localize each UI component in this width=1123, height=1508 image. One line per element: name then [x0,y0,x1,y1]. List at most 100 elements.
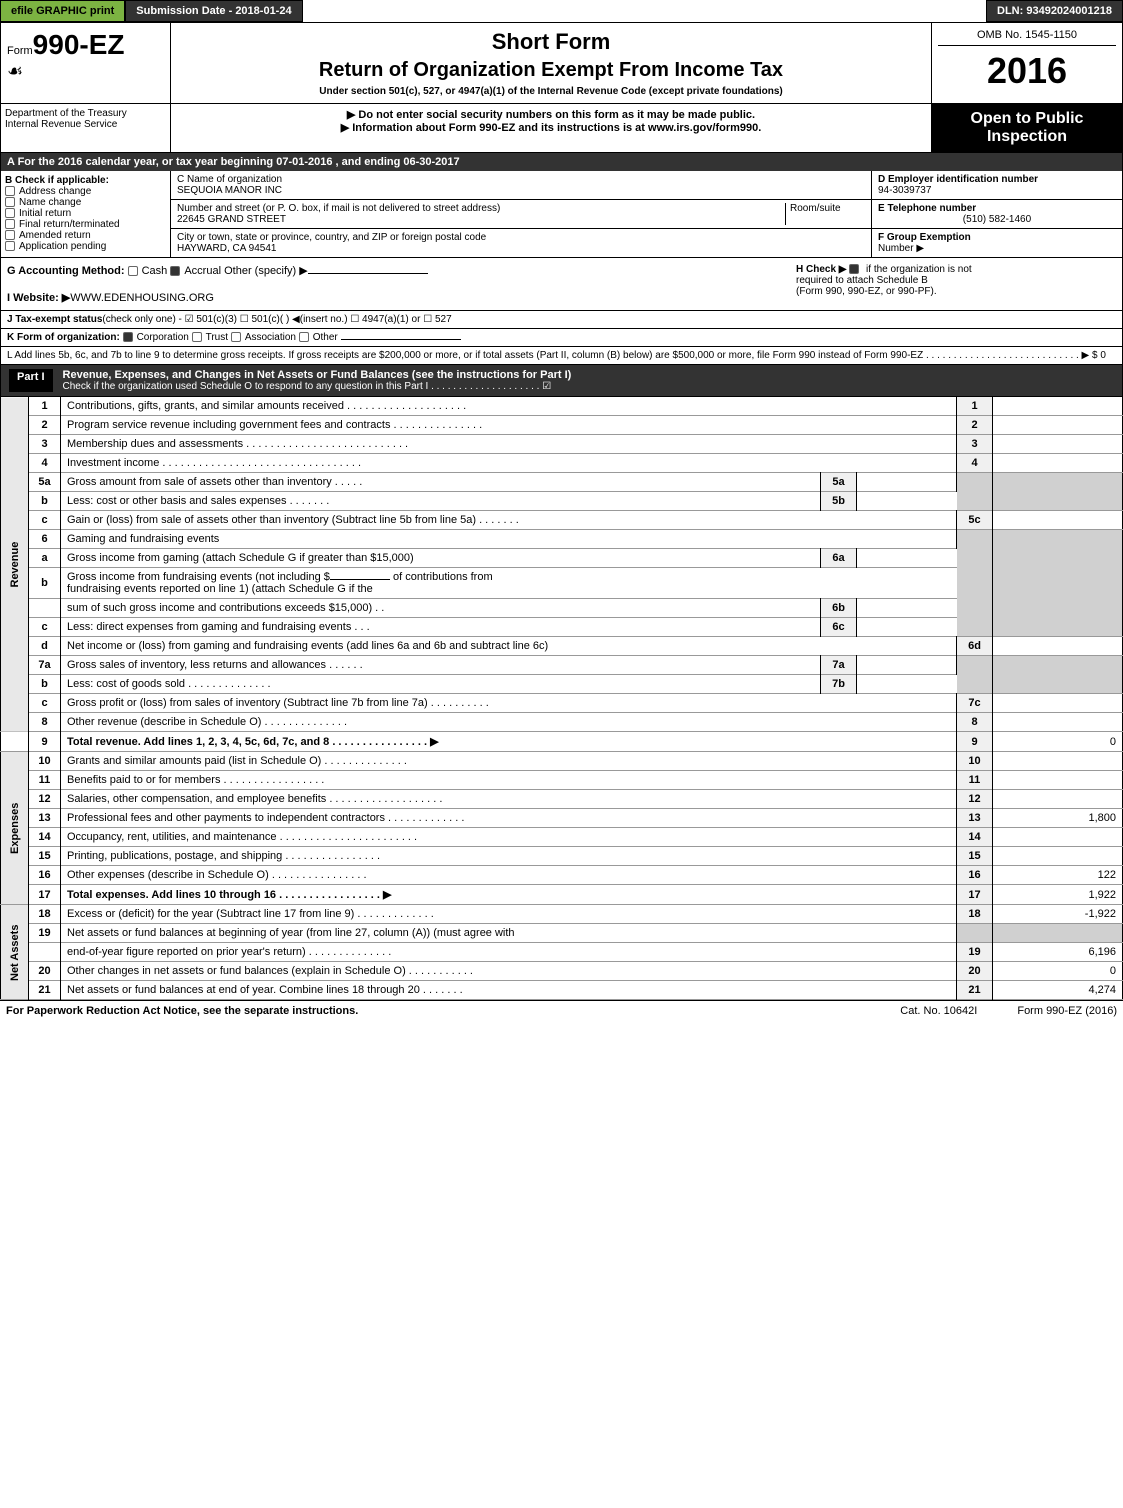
6b-amount-input[interactable] [330,579,390,580]
row-a-tax-year: A For the 2016 calendar year, or tax yea… [0,153,1123,171]
short-form-title: Short Form [177,29,925,55]
form-number: 990-EZ [33,29,125,60]
line-19b: end-of-year figure reported on prior yea… [1,943,1123,962]
footer-left: For Paperwork Reduction Act Notice, see … [6,1005,860,1017]
h-label: H Check ▶ [796,264,846,275]
irs-label: Internal Revenue Service [5,119,166,130]
group-row: F Group Exemption Number ▶ [872,229,1122,257]
chk-corp[interactable] [123,332,133,342]
revenue-sidelabel: Revenue [1,397,29,732]
tel-label: E Telephone number [878,203,1116,214]
part1-table: Revenue 1 Contributions, gifts, grants, … [0,397,1123,1000]
j-text: (check only one) - ☑ 501(c)(3) ☐ 501(c)(… [102,314,451,325]
line-6b: b Gross income from fundraising events (… [1,568,1123,599]
dln-label: DLN: 93492024001218 [986,0,1123,22]
line-1: Revenue 1 Contributions, gifts, grants, … [1,397,1123,416]
chk-accrual[interactable] [170,266,180,276]
line-9: 9 Total revenue. Add lines 1, 2, 3, 4, 5… [1,732,1123,752]
org-name-row: C Name of organization SEQUOIA MANOR INC [171,171,871,200]
top-bar: efile GRAPHIC print Submission Date - 20… [0,0,1123,22]
chk-schedule-b[interactable] [849,264,859,274]
room-suite: Room/suite [785,203,865,225]
efile-button[interactable]: efile GRAPHIC print [0,0,125,22]
row-a-end: 06-30-2017 [403,156,459,168]
line-15: 15 Printing, publications, postage, and … [1,847,1123,866]
other-org-input[interactable] [341,339,461,340]
submission-date: Submission Date - 2018-01-24 [125,0,302,22]
k-label: K Form of organization: [7,332,120,343]
line-17: 17 Total expenses. Add lines 10 through … [1,885,1123,905]
org-addr-row: Number and street (or P. O. box, if mail… [171,200,871,229]
line-13: 13 Professional fees and other payments … [1,809,1123,828]
info-link: ▶ Information about Form 990-EZ and its … [175,121,927,134]
line-6a: a Gross income from gaming (attach Sched… [1,549,1123,568]
line-2: 2 Program service revenue including gove… [1,416,1123,435]
line-6c: c Less: direct expenses from gaming and … [1,618,1123,637]
dept-treasury: Department of the Treasury Internal Reve… [1,104,171,152]
row-l: L Add lines 5b, 6c, and 7b to line 9 to … [0,347,1123,365]
line-6b-sum: sum of such gross income and contributio… [1,599,1123,618]
header-right: OMB No. 1545-1150 2016 [932,23,1122,103]
row-a-mid: , and ending [332,156,403,168]
line-6: 6 Gaming and fundraising events [1,530,1123,549]
line-7b: b Less: cost of goods sold . . . . . . .… [1,675,1123,694]
chk-amended[interactable]: Amended return [5,230,166,241]
part1-label: Part I [9,369,53,392]
other-specify-input[interactable] [308,273,428,274]
row-j: J Tax-exempt status(check only one) - ☑ … [0,311,1123,329]
section-def: D Employer identification number 94-3039… [872,171,1122,257]
line-7a: 7a Gross sales of inventory, less return… [1,656,1123,675]
line-20: 20 Other changes in net assets or fund b… [1,962,1123,981]
chk-final[interactable]: Final return/terminated [5,219,166,230]
expenses-sidelabel: Expenses [1,752,29,905]
line-5b: b Less: cost or other basis and sales ex… [1,492,1123,511]
chk-other[interactable] [299,332,309,342]
row-a-begin: 07-01-2016 [276,156,332,168]
under-section: Under section 501(c), 527, or 4947(a)(1)… [177,86,925,97]
l-text: L Add lines 5b, 6c, and 7b to line 9 to … [7,350,1106,361]
line-18: Net Assets 18 Excess or (deficit) for th… [1,905,1123,924]
footer-center: Cat. No. 10642I [900,1005,977,1017]
ein-row: D Employer identification number 94-3039… [872,171,1122,200]
line-11: 11 Benefits paid to or for members . . .… [1,771,1123,790]
footer: For Paperwork Reduction Act Notice, see … [0,1000,1123,1021]
footer-right: Form 990-EZ (2016) [1017,1005,1117,1017]
chk-pending[interactable]: Application pending [5,241,166,252]
omb-number: OMB No. 1545-1150 [938,29,1116,46]
row-a-pre: A For the 2016 calendar year, or tax yea… [7,156,276,168]
main-title: Return of Organization Exempt From Incom… [177,59,925,82]
open-public-2: Inspection [938,128,1116,146]
line-10: Expenses 10 Grants and similar amounts p… [1,752,1123,771]
netassets-sidelabel: Net Assets [1,905,29,1000]
row-gh: G Accounting Method: Cash Accrual Other … [0,258,1123,311]
chk-cash[interactable] [128,266,138,276]
chk-initial[interactable]: Initial return [5,208,166,219]
h-text1: if the organization is not [866,264,972,275]
form-prefix: Form [7,45,33,57]
section-c: C Name of organization SEQUOIA MANOR INC… [171,171,872,257]
line-4: 4 Investment income . . . . . . . . . . … [1,454,1123,473]
line-14: 14 Occupancy, rent, utilities, and maint… [1,828,1123,847]
addr-label: Number and street (or P. O. box, if mail… [177,203,785,214]
g-label: G Accounting Method: [7,265,125,277]
section-b-label: B Check if applicable: [5,175,166,186]
chk-address[interactable]: Address change [5,186,166,197]
i-label: I Website: ▶ [7,292,70,304]
section-b: B Check if applicable: Address change Na… [1,171,171,257]
line-21: 21 Net assets or fund balances at end of… [1,981,1123,1000]
chk-assoc[interactable] [231,332,241,342]
line-5c: c Gain or (loss) from sale of assets oth… [1,511,1123,530]
org-city: HAYWARD, CA 94541 [177,243,865,254]
ein-label: D Employer identification number [878,174,1116,185]
row-k: K Form of organization: Corporation Trus… [0,329,1123,347]
line-8: 8 Other revenue (describe in Schedule O)… [1,713,1123,732]
org-addr: 22645 GRAND STREET [177,214,785,225]
chk-trust[interactable] [192,332,202,342]
header-left: Form990-EZ ☙ [1,23,171,103]
chk-name[interactable]: Name change [5,197,166,208]
h-text2: required to attach Schedule B [796,275,1116,286]
line-16: 16 Other expenses (describe in Schedule … [1,866,1123,885]
group-number: Number ▶ [878,243,1116,254]
part1-header: Part I Revenue, Expenses, and Changes in… [0,365,1123,397]
tax-year: 2016 [938,50,1116,92]
